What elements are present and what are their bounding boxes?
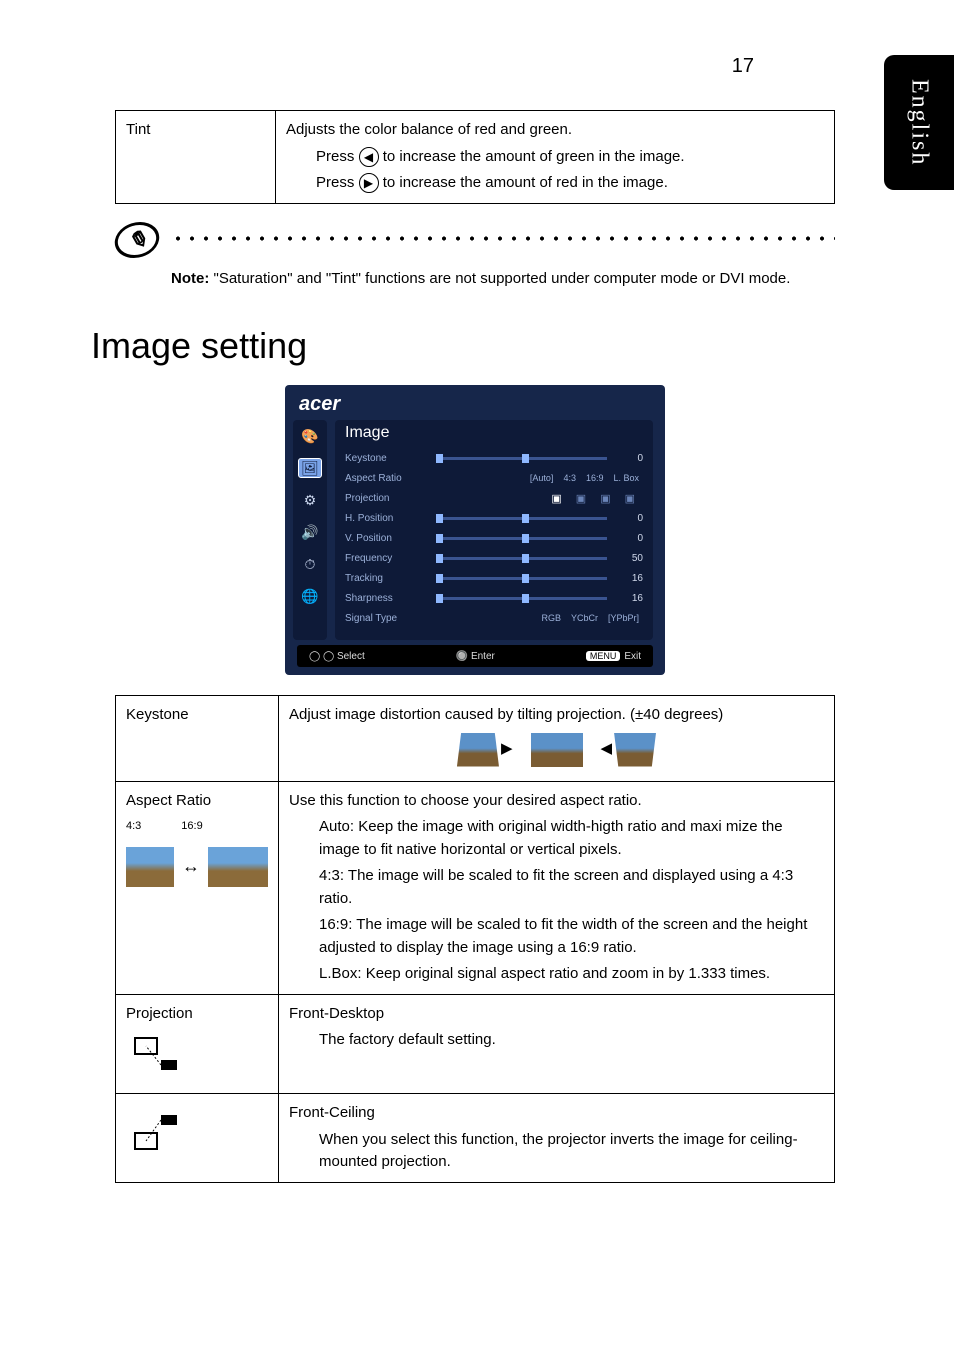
note-text: Note: "Saturation" and "Tint" functions …	[171, 268, 835, 291]
arrow-left-icon: ◀	[601, 738, 613, 761]
tint-line3: Press ▶ to increase the amount of red in…	[316, 172, 824, 195]
osd-icon-lang: 🌐	[298, 586, 322, 606]
language-tab: English	[884, 55, 954, 190]
aspect-ratio-row: Aspect Ratio 4:3 16:9 ↔ Use this functio…	[116, 781, 835, 994]
aspect-ratio-desc: Use this function to choose your desired…	[279, 781, 835, 994]
osd-footer-select: ◯ ◯ Select	[309, 651, 365, 662]
projection-label-cell: Projection	[116, 994, 279, 1094]
right-arrow-icon: ▶	[359, 173, 379, 193]
fc-title: Front-Ceiling	[289, 1104, 375, 1121]
aspect-169-label: 16:9	[181, 818, 202, 835]
projection-fc-icon-cell	[116, 1094, 279, 1183]
fd-title: Front-Desktop	[289, 1005, 384, 1022]
text: to increase the amount of green in the i…	[383, 148, 685, 165]
osd-row: V. Position0	[345, 528, 643, 548]
osd-icon-color: 🎨	[298, 426, 322, 446]
front-ceiling-icon	[126, 1106, 186, 1162]
keystone-label: Keystone	[116, 696, 279, 782]
osd-row: Signal TypeRGBYCbCr[YPbPr]	[345, 608, 643, 628]
osd-row: Aspect Ratio[Auto]4:316:9L. Box	[345, 468, 643, 488]
aspect-lbox: L.Box: Keep original signal aspect ratio…	[319, 963, 824, 986]
osd-icon-audio: 🔊	[298, 522, 322, 542]
osd-row: Sharpness16	[345, 588, 643, 608]
dots-divider	[171, 236, 835, 241]
projection-fd-row: Projection Front-Desktop The factory def…	[116, 994, 835, 1094]
keystone-desc: Adjust image distortion caused by tiltin…	[279, 696, 835, 782]
tint-description: Adjusts the color balance of red and gre…	[276, 111, 835, 204]
aspect-43-label: 4:3	[126, 818, 141, 835]
tint-line1: Adjusts the color balance of red and gre…	[286, 121, 572, 138]
osd-row: Projection▣▣▣▣	[345, 488, 643, 508]
osd-row: Frequency50	[345, 548, 643, 568]
keystone-shape	[614, 733, 656, 767]
osd-footer-exit: MENUExit	[586, 651, 641, 662]
keystone-shape	[457, 733, 499, 767]
tint-label: Tint	[116, 111, 276, 204]
osd-logo: acer	[299, 393, 653, 416]
text: to increase the amount of red in the ima…	[383, 174, 668, 191]
osd-icon-gear: ⚙	[298, 490, 322, 510]
left-arrow-icon: ◀	[359, 147, 379, 167]
osd-screenshot: acer 🎨 🖼 ⚙ 🔊 ⏱ 🌐 Image Keystone0Aspect R…	[285, 385, 665, 675]
osd-main-panel: Image Keystone0Aspect Ratio[Auto]4:316:9…	[335, 420, 653, 640]
aspect-43-icon	[126, 847, 174, 887]
osd-row: H. Position0	[345, 508, 643, 528]
section-title: Image setting	[91, 325, 835, 367]
aspect-169: 16:9: The image will be scaled to fit th…	[319, 914, 824, 959]
osd-title: Image	[345, 424, 643, 442]
keystone-shape	[531, 733, 583, 767]
osd-icon-image: 🖼	[298, 458, 322, 478]
front-desktop-icon	[126, 1029, 186, 1085]
language-tab-label: English	[906, 79, 933, 166]
aspect-line1: Use this function to choose your desired…	[289, 792, 642, 809]
aspect-icons: 4:3 16:9 ↔	[126, 816, 268, 887]
osd-icon-timer: ⏱	[298, 554, 322, 574]
osd-footer: ◯ ◯ Select 🔘 Enter MENUExit	[297, 645, 653, 667]
projection-fc-row: Front-Ceiling When you select this funct…	[116, 1094, 835, 1183]
aspect-43: 4:3: The image will be scaled to fit the…	[319, 865, 824, 910]
note-body: "Saturation" and "Tint" functions are no…	[209, 270, 790, 287]
keystone-row: Keystone Adjust image distortion caused …	[116, 696, 835, 782]
aspect-ratio-label: Aspect Ratio	[126, 792, 211, 809]
osd-footer-enter: 🔘 Enter	[456, 651, 495, 662]
keystone-illustration: ▶ ◀	[289, 733, 824, 767]
fc-body: When you select this function, the proje…	[319, 1129, 824, 1174]
osd-side-icons: 🎨 🖼 ⚙ 🔊 ⏱ 🌐	[293, 420, 327, 640]
osd-row: Keystone0	[345, 448, 643, 468]
projection-label: Projection	[126, 1005, 193, 1022]
note-block: ✎	[115, 222, 835, 258]
page-number: 17	[732, 55, 754, 78]
projection-fc-desc: Front-Ceiling When you select this funct…	[279, 1094, 835, 1183]
page-content: Tint Adjusts the color balance of red an…	[115, 110, 835, 1183]
tint-line2: Press ◀ to increase the amount of green …	[316, 146, 824, 169]
fd-body: The factory default setting.	[319, 1029, 824, 1052]
aspect-ratio-label-cell: Aspect Ratio 4:3 16:9 ↔	[116, 781, 279, 994]
osd-body: 🎨 🖼 ⚙ 🔊 ⏱ 🌐 Image Keystone0Aspect Ratio[…	[293, 420, 653, 640]
settings-table: Keystone Adjust image distortion caused …	[115, 695, 835, 1183]
aspect-169-icon	[208, 847, 268, 887]
tint-table: Tint Adjusts the color balance of red an…	[115, 110, 835, 204]
projection-fd-desc: Front-Desktop The factory default settin…	[279, 994, 835, 1094]
osd-row: Tracking16	[345, 568, 643, 588]
text: Press	[316, 174, 359, 191]
aspect-auto: Auto: Keep the image with original width…	[319, 816, 824, 861]
text: Press	[316, 148, 359, 165]
note-icon: ✎	[112, 222, 162, 258]
arrow-right-icon: ▶	[501, 738, 513, 761]
note-label: Note:	[171, 270, 209, 287]
keystone-text: Adjust image distortion caused by tiltin…	[289, 706, 723, 723]
arrow-lr-icon: ↔	[182, 853, 200, 880]
